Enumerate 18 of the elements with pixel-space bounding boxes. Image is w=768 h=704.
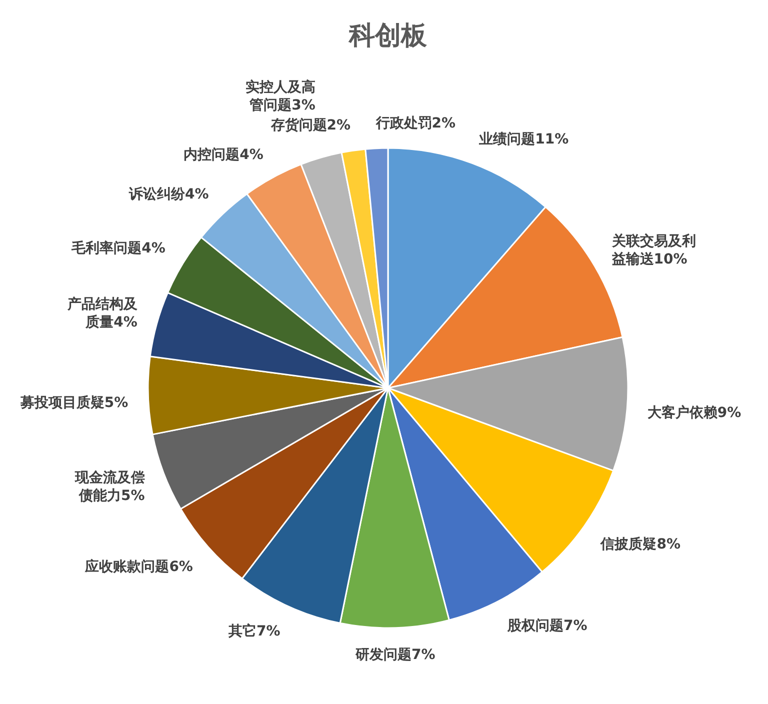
- slice-label: 业绩问题11%: [478, 131, 569, 148]
- slice-label: 股权问题7%: [506, 618, 588, 634]
- slice-label: 关联交易及利益输送10%: [610, 232, 696, 268]
- slice-label: 行政处罚2%: [374, 115, 456, 132]
- slice-label: 募投项目质疑5%: [19, 394, 128, 412]
- slice-label: 大客户依赖9%: [647, 404, 742, 421]
- slice-label: 其它7%: [227, 622, 280, 640]
- chart-title: 科创板: [348, 21, 428, 51]
- slice-label: 诉讼纠纷4%: [128, 186, 209, 203]
- slice-label: 存货问题2%: [270, 118, 351, 134]
- slice-label: 产品结构及质量4%: [66, 296, 138, 331]
- slice-label: 实控人及高管问题3%: [245, 78, 316, 114]
- slice-label: 信披质疑8%: [600, 536, 680, 552]
- slice-label: 毛利率问题4%: [70, 240, 166, 257]
- slice-label: 现金流及偿债能力5%: [74, 468, 145, 504]
- slice-label: 应收账款问题6%: [84, 558, 193, 575]
- slice-label: 内控问题4%: [184, 146, 264, 163]
- slice-label: 研发问题7%: [354, 646, 436, 663]
